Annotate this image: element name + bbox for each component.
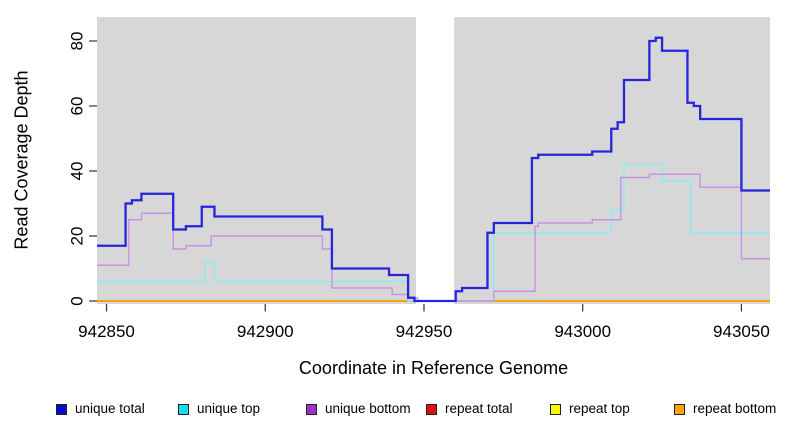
series-line-unique-top — [97, 163, 770, 302]
y-tick-label: 0 — [67, 296, 86, 305]
y-axis-title: Read Coverage Depth — [11, 70, 32, 250]
x-tick-label: 942900 — [237, 322, 294, 341]
series-line-unique-total — [97, 36, 770, 303]
x-tick-label: 943000 — [554, 322, 611, 341]
x-tick-label: 943050 — [713, 322, 770, 341]
x-tick-label: 942950 — [396, 322, 453, 341]
coverage-gap-band — [416, 17, 455, 304]
y-tick-label: 80 — [67, 32, 86, 51]
x-tick-label: 942850 — [78, 322, 135, 341]
y-tick-label: 20 — [67, 227, 86, 246]
x-axis-title: Coordinate in Reference Genome — [298, 358, 569, 378]
y-tick-label: 60 — [67, 97, 86, 116]
y-tick-label: 40 — [67, 162, 86, 181]
